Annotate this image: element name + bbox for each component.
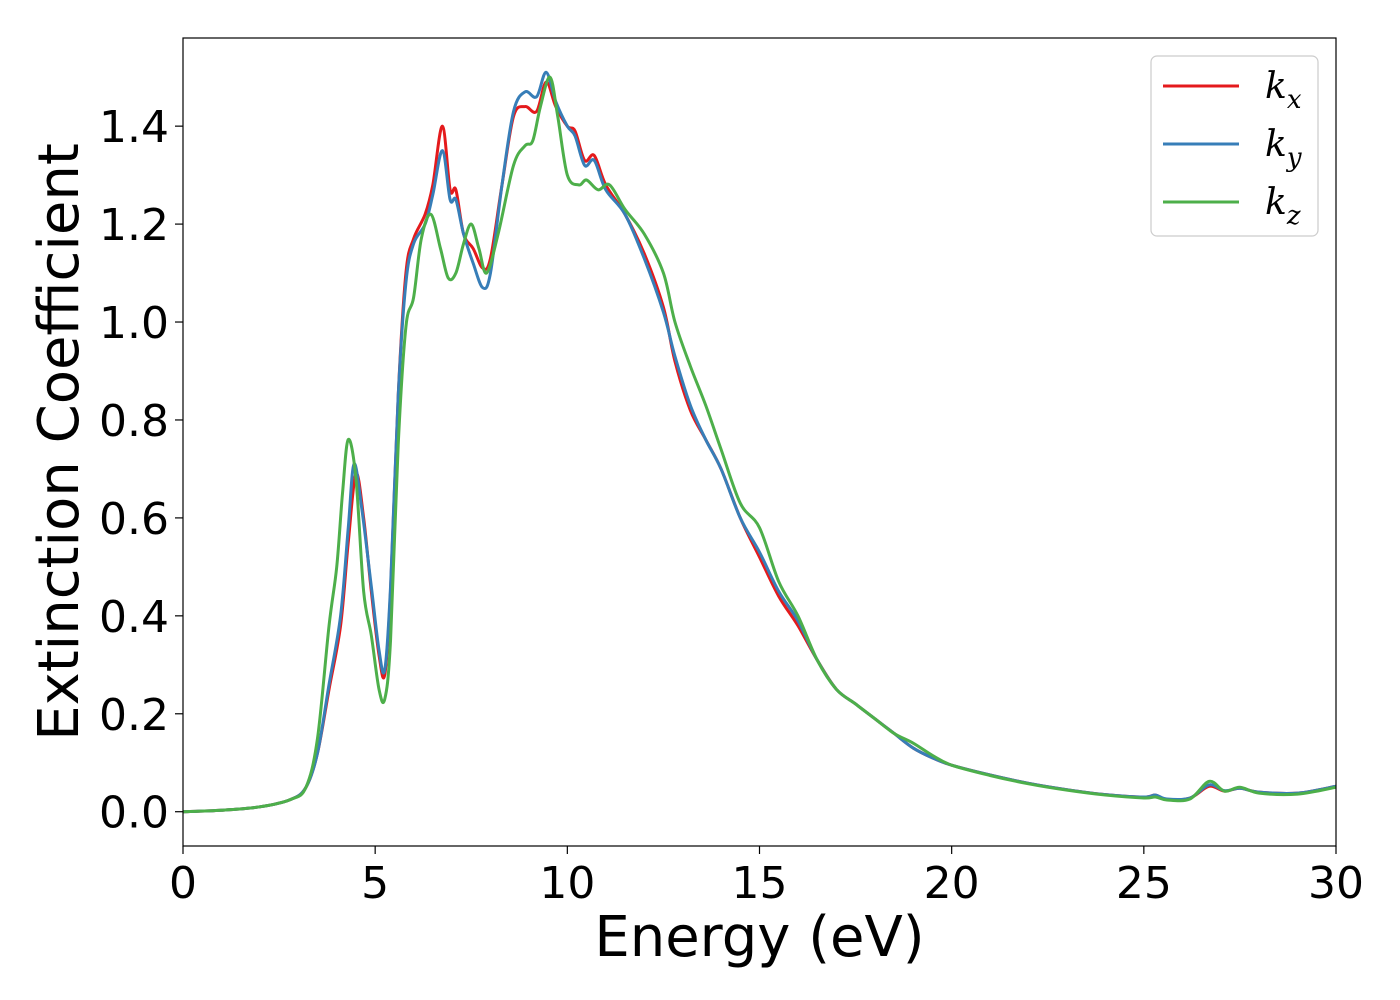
legend-label-subscript: z xyxy=(1286,201,1301,231)
legend-box xyxy=(1150,55,1319,237)
x-axis-title: Energy (eV) xyxy=(594,905,924,970)
legend-label-kx: kx xyxy=(1265,66,1302,115)
x-tick-label: 20 xyxy=(924,858,980,909)
x-tick-label: 10 xyxy=(539,858,595,909)
legend-label-base: k xyxy=(1265,66,1287,107)
y-tick-label: 0.6 xyxy=(99,494,169,545)
x-tick-label: 25 xyxy=(1116,858,1172,909)
y-axis-ticks: 0.0 0.2 0.4 0.6 0.8 1.0 1.2 1.4 xyxy=(99,102,183,839)
y-tick-label: 1.0 xyxy=(99,298,169,349)
legend-label-kz: kz xyxy=(1265,182,1301,231)
legend-label-base: k xyxy=(1265,182,1287,223)
y-tick-label: 0.2 xyxy=(99,690,169,741)
y-tick-label: 0.8 xyxy=(99,396,169,447)
legend-label-subscript: x xyxy=(1287,85,1302,115)
legend-label-base: k xyxy=(1265,124,1287,165)
y-axis-title: Extinction Coefficient xyxy=(27,143,92,741)
x-tick-label: 0 xyxy=(169,858,197,909)
y-tick-label: 1.2 xyxy=(99,200,169,251)
series-layer xyxy=(183,70,1336,814)
x-tick-label: 30 xyxy=(1308,858,1364,909)
legend-label-ky: ky xyxy=(1265,124,1302,173)
y-tick-label: 1.4 xyxy=(99,102,169,153)
x-tick-label: 15 xyxy=(732,858,788,909)
y-tick-label: 0.4 xyxy=(99,592,169,643)
x-axis-ticks: 0 5 10 15 20 25 30 xyxy=(169,846,1364,909)
y-tick-label: 0.0 xyxy=(99,788,169,839)
series-line-kz xyxy=(183,75,1336,814)
x-tick-label: 5 xyxy=(361,858,389,909)
legend-label-subscript: y xyxy=(1286,143,1302,173)
